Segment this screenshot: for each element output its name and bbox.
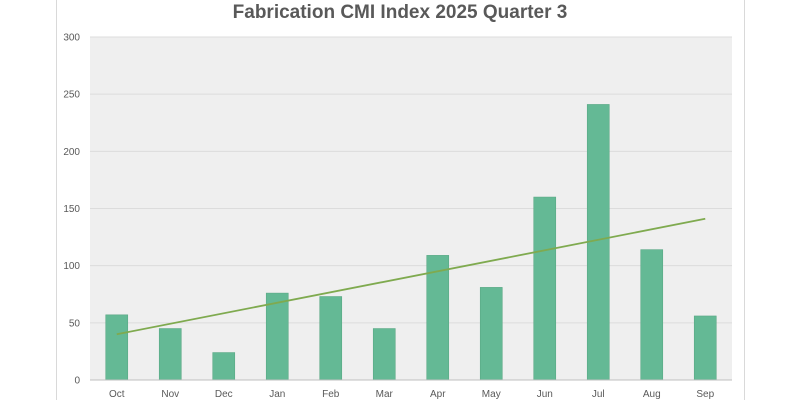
bar-apr — [426, 255, 450, 381]
bar-nov — [158, 328, 182, 381]
y-tick-label: 300 — [63, 33, 80, 44]
x-tick-label: Apr — [430, 389, 446, 400]
x-tick-label: Feb — [322, 389, 340, 400]
y-tick-label: 150 — [63, 204, 80, 215]
y-tick-label: 250 — [63, 90, 80, 101]
y-tick-label: 100 — [63, 261, 80, 272]
x-tick-label: Oct — [109, 389, 125, 400]
chart-frame — [56, 0, 745, 400]
x-tick-label: Mar — [376, 389, 394, 400]
bar-jun — [533, 196, 557, 381]
gridlines — [90, 36, 732, 324]
bar-oct — [105, 314, 129, 381]
x-tick-label: Nov — [161, 389, 179, 400]
x-tick-label: Dec — [215, 389, 233, 400]
bar-jan — [265, 292, 289, 381]
x-tick-label: Jul — [592, 389, 605, 400]
y-tick-label: 0 — [74, 376, 80, 387]
x-tick-label: Jan — [269, 389, 285, 400]
bar-may — [479, 287, 503, 381]
y-tick-label: 200 — [63, 147, 80, 158]
bar-jul — [586, 104, 610, 381]
chart-title: Fabrication CMI Index 2025 Quarter 3 — [232, 2, 568, 23]
bar-feb — [319, 296, 343, 381]
bar-sep — [693, 315, 717, 381]
x-tick-label: Jun — [537, 389, 553, 400]
bar-mar — [372, 328, 396, 381]
bars — [105, 104, 717, 381]
y-tick-label: 50 — [69, 318, 81, 329]
x-tick-label: Aug — [643, 389, 661, 400]
bar-aug — [640, 249, 664, 381]
x-tick-label: May — [482, 389, 501, 400]
x-tick-label: Sep — [696, 389, 714, 400]
x-axis-ticks: Oct Nov Dec Jan Feb Mar Apr May Jun Jul Aug Sep — [109, 389, 715, 400]
trendline — [116, 217, 706, 336]
bar-dec — [212, 352, 236, 381]
y-axis-ticks: 0 50 100 150 200 250 300 — [63, 33, 80, 387]
